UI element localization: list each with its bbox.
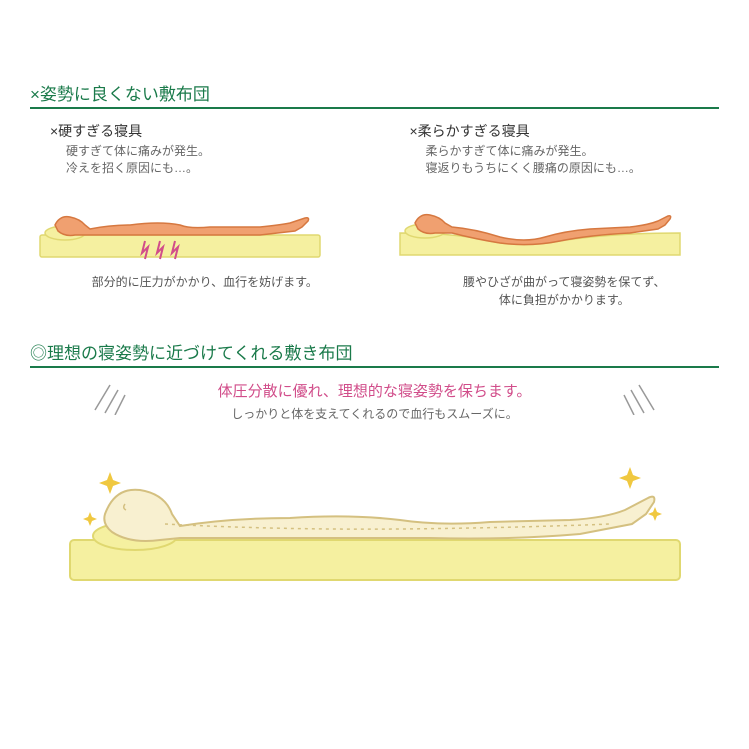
hard-desc-line1: 硬すぎて体に痛みが発生。 <box>66 144 210 158</box>
ideal-sub: しっかりと体を支えてくれるので血行もスムーズに。 <box>30 405 719 422</box>
section-header-ideal: ◎理想の寝姿勢に近づけてくれる敷き布団 <box>30 339 719 368</box>
bad-posture-section: ×姿勢に良くない敷布団 ×硬すぎる寝具 硬すぎて体に痛みが発生。 冷えを招く原因… <box>30 80 719 309</box>
hard-caption: 部分的に圧力がかかり、血行を妨げます。 <box>50 273 360 291</box>
two-column-layout: ×硬すぎる寝具 硬すぎて体に痛みが発生。 冷えを招く原因にも…。 <box>30 121 719 309</box>
rays-right-icon <box>619 375 659 415</box>
soft-caption-line2: 体に負担がかかります。 <box>499 293 630 307</box>
hard-illustration <box>30 185 360 265</box>
soft-caption-line1: 腰やひざが曲がって寝姿勢を保てず、 <box>463 275 666 289</box>
soft-illustration <box>390 185 720 265</box>
ideal-title-wrap: 体圧分散に優れ、理想的な寝姿勢を保ちます。 <box>30 380 719 401</box>
rays-left-icon <box>90 375 130 415</box>
ideal-title: 体圧分散に優れ、理想的な寝姿勢を保ちます。 <box>218 380 532 401</box>
ideal-posture-section: ◎理想の寝姿勢に近づけてくれる敷き布団 体圧分散に優れ、理想的な寝姿勢を保ちます… <box>30 339 719 592</box>
section-header-bad: ×姿勢に良くない敷布団 <box>30 80 719 109</box>
soft-caption: 腰やひざが曲がって寝姿勢を保てず、 体に負担がかかります。 <box>410 273 720 309</box>
col-soft-mattress: ×柔らかすぎる寝具 柔らかすぎて体に痛みが発生。 寝返りもうちにくく腰痛の原因に… <box>390 121 720 309</box>
soft-desc-line1: 柔らかすぎて体に痛みが発生。 <box>426 144 594 158</box>
hard-desc-line2: 冷えを招く原因にも…。 <box>66 161 198 175</box>
hard-title: ×硬すぎる寝具 <box>50 121 360 141</box>
soft-desc: 柔らかすぎて体に痛みが発生。 寝返りもうちにくく腰痛の原因にも…。 <box>426 143 720 177</box>
ideal-illustration <box>30 432 719 592</box>
soft-title: ×柔らかすぎる寝具 <box>410 121 720 141</box>
hard-desc: 硬すぎて体に痛みが発生。 冷えを招く原因にも…。 <box>66 143 360 177</box>
soft-desc-line2: 寝返りもうちにくく腰痛の原因にも…。 <box>426 161 641 175</box>
col-hard-mattress: ×硬すぎる寝具 硬すぎて体に痛みが発生。 冷えを招く原因にも…。 <box>30 121 360 309</box>
